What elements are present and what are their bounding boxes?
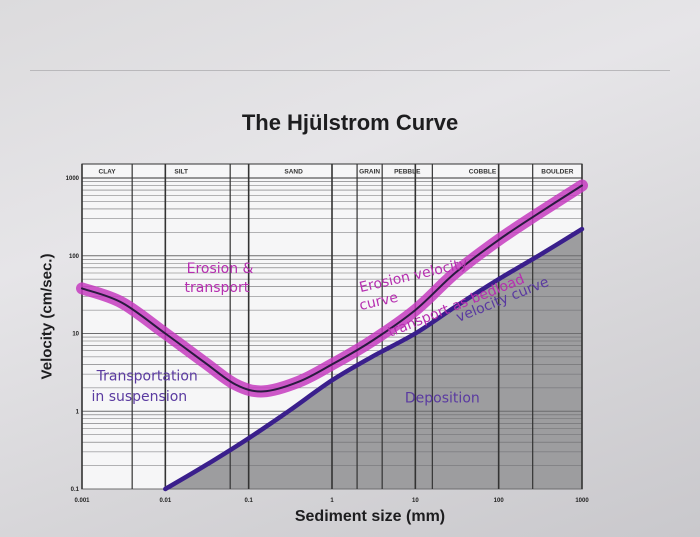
grain-size-categories: CLAY SILT SAND GRAIN PEBBLE COBBLE BOULDER bbox=[82, 164, 582, 489]
y-tick-label: 1000 bbox=[66, 176, 80, 182]
erosion-curve-line bbox=[81, 184, 583, 393]
category-label: BOULDER bbox=[541, 169, 573, 176]
annotation-text: transport bbox=[185, 280, 250, 296]
x-tick-label: 100 bbox=[494, 498, 505, 504]
category-label: SAND bbox=[284, 169, 303, 176]
annotation-text: in suspension bbox=[91, 389, 187, 405]
category-label: CLAY bbox=[99, 169, 117, 176]
y-axis-ticks: 1000 100 10 1 0.1 bbox=[66, 176, 80, 493]
y-tick-label: 0.1 bbox=[71, 487, 80, 493]
page-divider-line bbox=[30, 70, 670, 71]
y-tick-label: 100 bbox=[69, 254, 80, 260]
category-label: PEBBLE bbox=[394, 169, 421, 176]
x-tick-label: 0.01 bbox=[159, 498, 171, 504]
x-tick-label: 1 bbox=[330, 498, 334, 504]
annotation-text: Transportation bbox=[96, 368, 198, 384]
x-tick-label: 10 bbox=[412, 498, 419, 504]
x-tick-label: 0.001 bbox=[74, 498, 90, 504]
annotation-text: Deposition bbox=[405, 390, 480, 406]
x-axis-ticks: 0.001 0.01 0.1 1 10 100 1000 bbox=[74, 498, 589, 504]
category-label: SILT bbox=[174, 169, 188, 176]
curve-lines bbox=[76, 179, 588, 492]
deposition-curve-line bbox=[163, 226, 585, 492]
x-axis-label: Sediment size (mm) bbox=[294, 508, 446, 525]
category-label: GRAIN bbox=[359, 169, 380, 176]
y-tick-label: 1 bbox=[76, 409, 80, 415]
y-tick-label: 10 bbox=[72, 332, 79, 338]
annotation-text: Erosion & bbox=[187, 261, 254, 277]
x-tick-label: 0.1 bbox=[244, 498, 253, 504]
x-tick-label: 1000 bbox=[575, 498, 589, 504]
chart-title: The Hjülstrom Curve bbox=[241, 110, 459, 135]
category-label: COBBLE bbox=[469, 169, 497, 176]
